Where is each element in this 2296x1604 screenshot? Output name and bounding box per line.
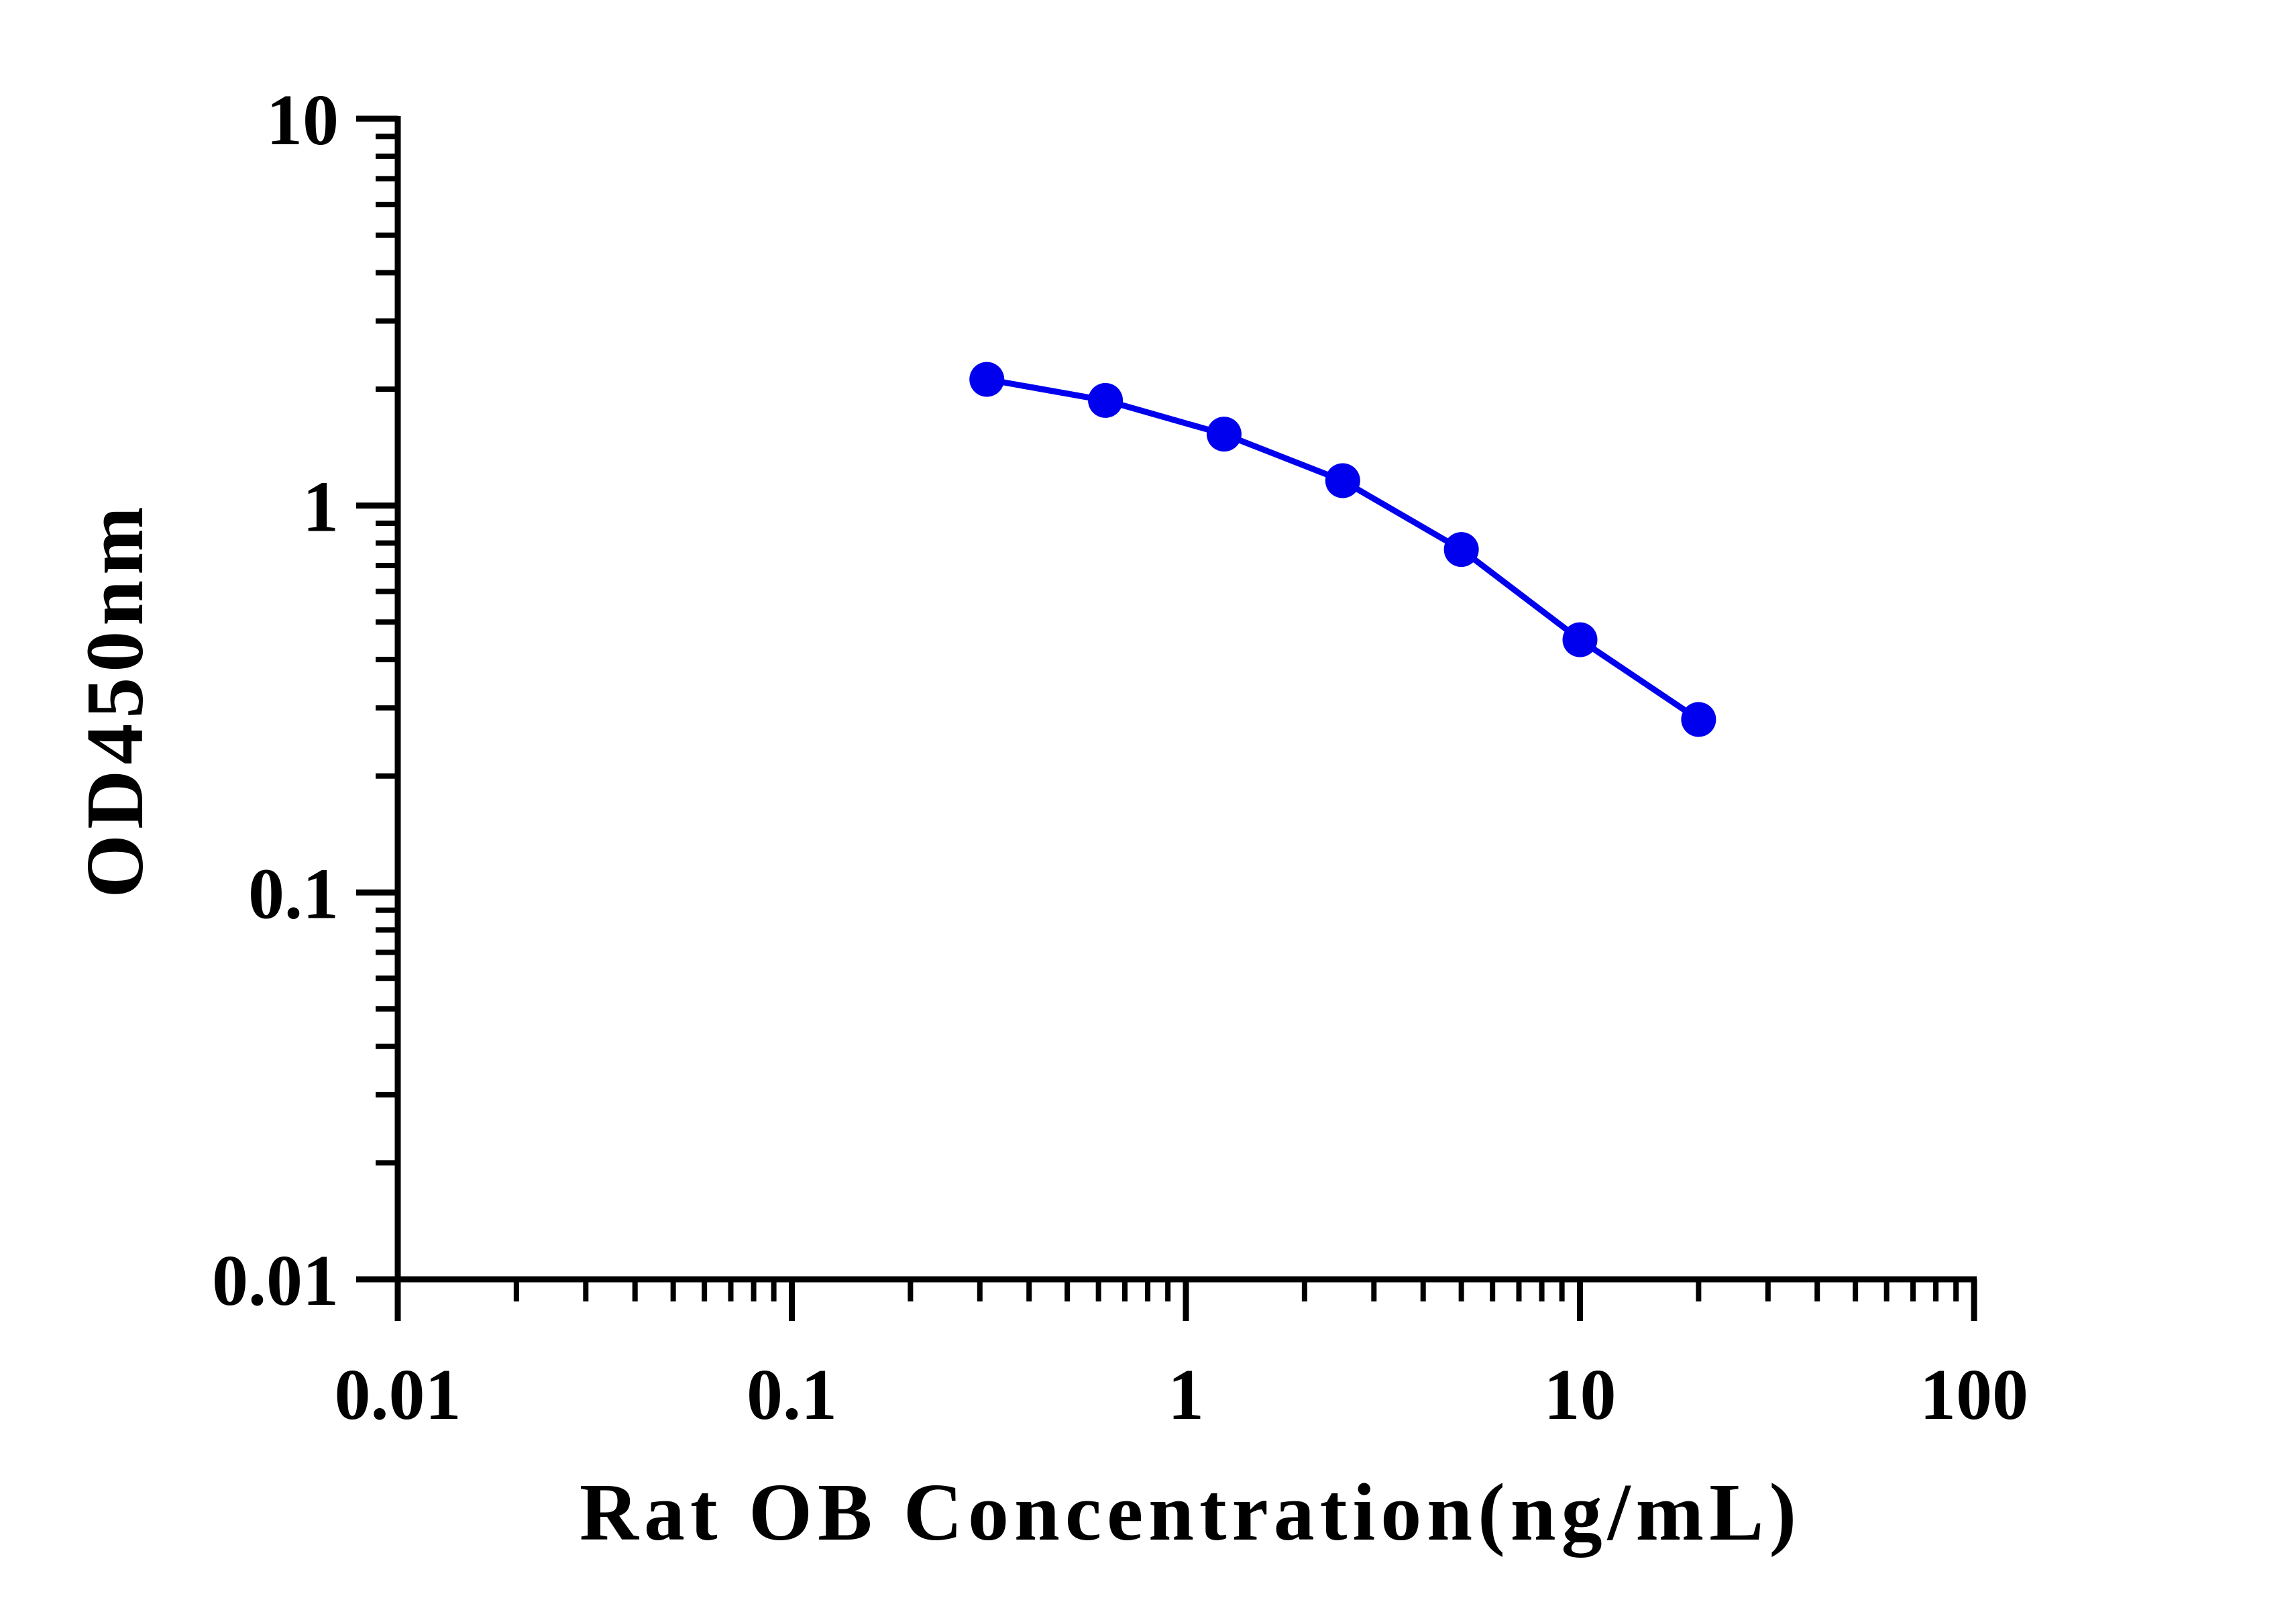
series-line [986,376,1700,723]
x-tick-label: 0.1 [747,1355,837,1435]
x-axis-label: Rat OB Concentration(ng/mL) [580,1467,1802,1558]
y-axis-label: OD450nm [70,501,160,898]
data-point [1088,382,1124,418]
x-tick-label: 10 [1544,1355,1617,1435]
data-point [1681,702,1716,737]
x-tick-label: 1 [1168,1355,1204,1435]
data-point [1562,622,1598,657]
y-tick-label: 0.01 [212,1241,339,1321]
x-tick-label: 0.01 [335,1355,461,1435]
y-axis-tick-labels: 0.01 0.1 1 10 [212,81,339,1321]
y-tick-label: 0.1 [248,854,339,934]
data-point [1443,532,1479,568]
data-series [969,362,1716,737]
data-point [969,362,1005,397]
data-point [1206,417,1242,452]
y-tick-label: 1 [303,468,339,547]
x-axis-tick-labels: 0.01 0.1 1 10 100 [335,1355,2029,1435]
x-tick-label: 100 [1920,1355,2028,1435]
data-point [1325,463,1360,498]
x-axis-ticks [394,1279,1977,1321]
y-tick-label: 10 [266,81,339,160]
y-axis-ticks [356,115,398,1283]
